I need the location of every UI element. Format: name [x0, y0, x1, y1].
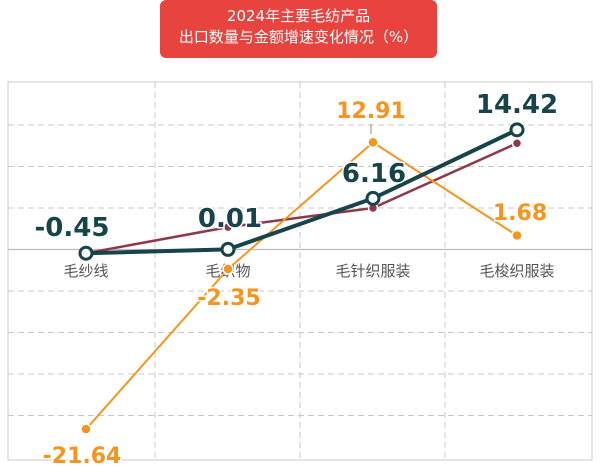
category-label: 毛针织服装 [335, 262, 410, 280]
data-label-dark: 14.42 [476, 90, 558, 120]
point-orange [511, 229, 523, 242]
series-line-maroon [85, 142, 518, 255]
point-dark [365, 190, 381, 206]
data-label-dark: -0.45 [35, 213, 110, 243]
data-label-dark: 0.01 [198, 204, 262, 234]
category-label: 毛纱线 [63, 262, 108, 280]
data-label-orange: 1.68 [493, 201, 547, 226]
data-label-orange: -2.35 [197, 286, 260, 311]
data-label-orange: 12.91 [336, 99, 406, 124]
point-maroon [511, 138, 523, 149]
series-line-dark [85, 128, 518, 256]
point-orange [367, 136, 379, 149]
point-maroon [222, 221, 234, 233]
series-line-orange [85, 141, 518, 430]
chart-title-box: 2024年主要毛纺产品 出口数量与金额增速变化情况（%） [160, 0, 437, 58]
point-dark [220, 241, 236, 257]
point-dark [509, 122, 525, 138]
point-orange [222, 263, 234, 275]
data-label-orange: -21.64 [43, 444, 122, 469]
chart-title-line1: 2024年主要毛纺产品 [226, 7, 371, 25]
chart-title-line2: 出口数量与金额增速变化情况（%） [178, 28, 419, 46]
data-label-dark: 6.16 [342, 159, 406, 189]
point-dark [78, 245, 94, 261]
point-orange [80, 423, 92, 435]
category-label: 毛梭织服装 [479, 262, 554, 280]
